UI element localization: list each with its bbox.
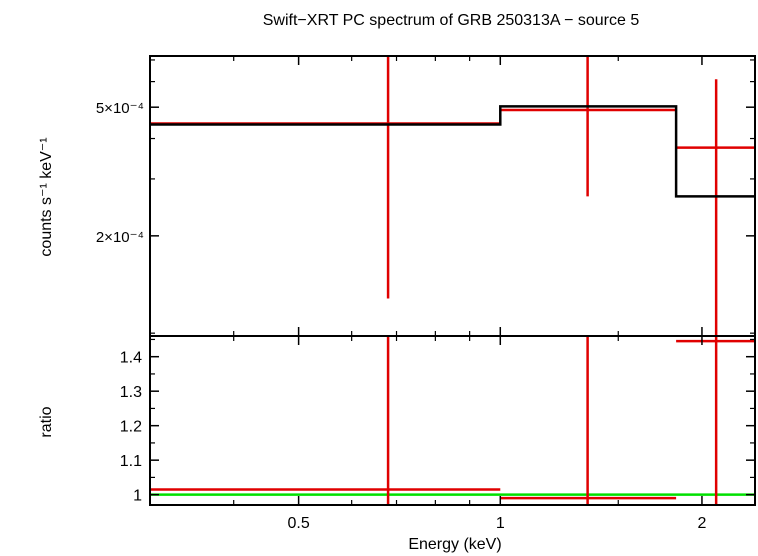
top-y-axis-label: counts s⁻¹ keV⁻¹ — [38, 137, 55, 256]
plot-frame — [149, 335, 756, 506]
y-tick-label: 5×10⁻⁴ — [96, 100, 144, 117]
data-point — [676, 336, 755, 505]
data-point — [150, 336, 501, 505]
x-tick-label: 2 — [698, 515, 707, 532]
data-point — [500, 56, 677, 197]
data-point — [500, 336, 677, 505]
x-tick-label: 1 — [496, 515, 505, 532]
y-tick-label: 1.4 — [120, 350, 142, 367]
chart-title: Swift−XRT PC spectrum of GRB 250313A − s… — [263, 12, 640, 29]
data-series — [150, 336, 755, 505]
y-tick-label: 1.2 — [120, 419, 142, 436]
y-tick-label: 1.3 — [120, 384, 142, 401]
model-step-line — [150, 105, 755, 198]
ratio-panel: 0.5 1 2 1 1.1 1.2 1.3 1.4 — [120, 335, 756, 532]
ratio-data-group — [150, 336, 755, 505]
y-tick-label: 1.1 — [120, 453, 142, 470]
spectrum-data-group — [150, 56, 755, 336]
y-tick-label: 2×10⁻⁴ — [96, 229, 144, 246]
x-tick-label: 0.5 — [287, 515, 309, 532]
y-tick-label: 1 — [133, 488, 142, 505]
data-series — [150, 56, 755, 336]
x-axis-label: Energy (keV) — [408, 536, 501, 553]
spectrum-panel: 2×10⁻⁴ 5×10⁻⁴ — [96, 55, 756, 337]
data-point — [150, 56, 501, 299]
model-step-series — [150, 105, 755, 198]
data-point — [676, 79, 755, 336]
plot-frame — [149, 55, 756, 337]
bottom-y-axis-label: ratio — [38, 406, 55, 437]
